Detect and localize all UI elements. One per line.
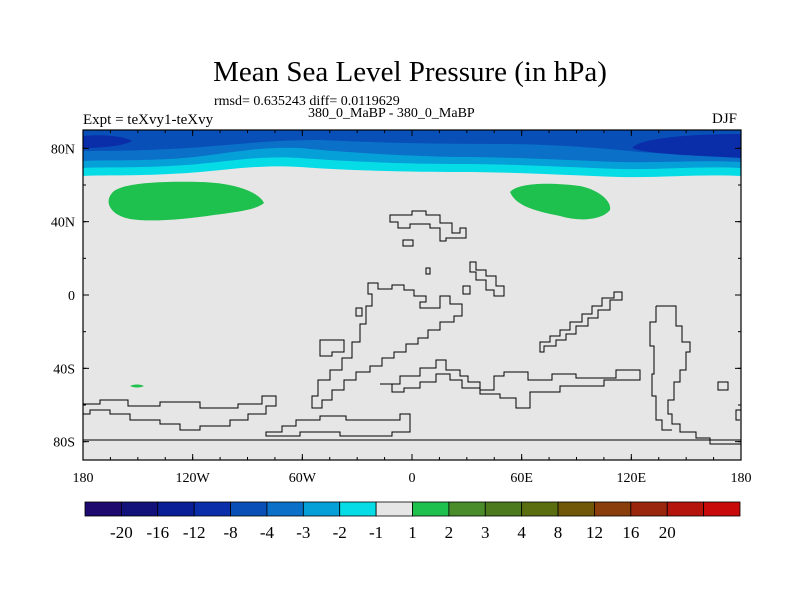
colorbar-label: -4: [260, 523, 275, 542]
coastline-asia-strip: [469, 261, 505, 297]
colorbar-label: 4: [517, 523, 526, 542]
colorbar-label: -8: [223, 523, 237, 542]
contour-high-north-pacific: [108, 181, 264, 221]
colorbar-swatch: [703, 501, 741, 517]
colorbar-swatch: [302, 501, 341, 517]
colorbar-swatch: [448, 501, 486, 517]
contour-band-minus4: [83, 130, 741, 156]
colorbar-swatch: [266, 501, 304, 517]
y-tick-label: 40N: [51, 216, 75, 231]
coastline-europe: [389, 210, 467, 242]
colorbar-swatch: [484, 501, 523, 517]
colorbar-swatch: [193, 501, 231, 517]
coastline-small-island-b: [425, 267, 431, 275]
colorbar-label: 1: [408, 523, 417, 542]
coastline-small-island-d: [717, 381, 729, 391]
colorbar-swatch: [412, 501, 450, 517]
season-label: DJF: [712, 111, 738, 127]
colorbar-label: -3: [296, 523, 310, 542]
contour-low-arctic-east: [632, 134, 741, 158]
colorbar-swatch: [339, 501, 377, 517]
axis-ticks: [82, 130, 742, 460]
colorbar-label: 16: [622, 523, 639, 542]
x-tick-label: 120W: [176, 471, 211, 486]
colorbar-label: 12: [586, 523, 603, 542]
x-tick-label: 0: [409, 471, 416, 486]
x-tick-label: 180: [73, 471, 94, 486]
x-tick-label: 120E: [617, 471, 647, 486]
y-tick-label: 40S: [53, 362, 75, 377]
contour-high-small-south: [130, 384, 144, 388]
coastline-small-island-f: [355, 307, 363, 317]
colorbar-label: -16: [146, 523, 169, 542]
coastlines: [83, 210, 741, 445]
colorbar-swatch: [557, 501, 595, 517]
colorbar: -20 -16 -12 -8 -4 -3 -2 -1 1 2 3 4 8 12 16 20: [84, 501, 741, 542]
chart-subtitle: 380_0_MaBP - 380_0_MaBP: [308, 106, 475, 121]
coastline-antarctic-shelf: [265, 413, 411, 437]
colorbar-swatch: [630, 501, 668, 517]
y-tick-label: 80S: [53, 436, 75, 451]
colorbar-swatch: [666, 501, 705, 517]
y-tick-label: 80N: [51, 142, 75, 157]
colorbar-swatch: [120, 501, 159, 517]
colorbar-swatch: [375, 501, 413, 517]
colorbar-swatch: [157, 501, 195, 517]
x-tick-label: 180: [731, 471, 752, 486]
coastline-antarctic-east: [649, 305, 741, 445]
colorbar-label: 20: [659, 523, 676, 542]
experiment-label: Expt = teXvy1-teXvy: [83, 112, 214, 128]
chart-title: Mean Sea Level Pressure (in hPa): [213, 56, 607, 88]
colorbar-label: -2: [333, 523, 347, 542]
colorbar-label: -12: [183, 523, 206, 542]
contour-high-siberia: [510, 183, 611, 220]
colorbar-swatch: [594, 501, 632, 517]
colorbar-label: -20: [110, 523, 133, 542]
map-plot-area: [83, 130, 741, 460]
colorbar-swatch: [521, 501, 559, 517]
colorbar-swatch: [84, 501, 122, 517]
coastline-small-island-a: [402, 239, 414, 247]
x-tick-label: 60E: [510, 471, 533, 486]
rmsd-stats: rmsd= 0.635243 diff= 0.0119629: [214, 94, 400, 109]
x-tick-label: 60W: [289, 471, 317, 486]
coastline-small-island-c: [462, 285, 471, 295]
axis-labels: 180 120W 60W 0 60E 120E 180 80N 40N 0 40S 80S: [51, 142, 752, 486]
coastline-gondwana-east: [380, 359, 641, 409]
contour-low-north-pacific: [83, 135, 132, 148]
coastline-small-island-e: [319, 339, 345, 357]
colorbar-swatch: [230, 501, 268, 517]
plot-background: [83, 130, 741, 460]
coastline-australia-strip: [539, 291, 623, 353]
colorbar-label: -1: [369, 523, 383, 542]
coastline-gondwana-west: [311, 282, 463, 409]
colorbar-label: 2: [445, 523, 454, 542]
coastline-antarctic-west: [83, 395, 277, 431]
colorbar-label: 3: [481, 523, 490, 542]
y-tick-label: 0: [68, 289, 75, 304]
colorbar-label: 8: [554, 523, 563, 542]
